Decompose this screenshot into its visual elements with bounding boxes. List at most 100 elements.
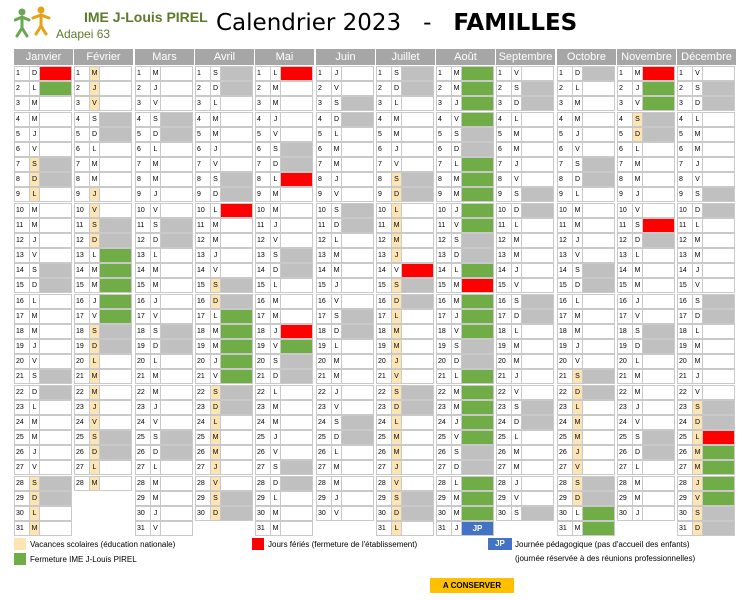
day-number: 1 bbox=[618, 67, 633, 80]
day-cell: 24 L bbox=[195, 415, 253, 430]
day-cell: 17 L bbox=[376, 309, 434, 324]
day-fill bbox=[342, 431, 373, 444]
day-number: 28 bbox=[256, 477, 271, 490]
day-letter: S bbox=[693, 401, 703, 414]
day-cell: 15 S bbox=[195, 278, 253, 293]
day-fill bbox=[221, 249, 252, 262]
day-letter: J bbox=[90, 401, 100, 414]
day-cell: 30 J bbox=[617, 506, 675, 521]
day-fill bbox=[40, 82, 71, 95]
day-letter: M bbox=[693, 446, 703, 459]
day-fill bbox=[100, 158, 131, 171]
day-cell: 29 S bbox=[376, 491, 434, 506]
day-cell: 31 L bbox=[376, 521, 434, 536]
day-number: 10 bbox=[75, 204, 90, 217]
day-cell: 17 M bbox=[14, 309, 72, 324]
day-letter: M bbox=[693, 461, 703, 474]
day-number: 15 bbox=[678, 279, 693, 292]
day-fill bbox=[161, 431, 192, 444]
day-number: 16 bbox=[15, 295, 30, 308]
day-letter: V bbox=[573, 249, 583, 262]
day-number: 16 bbox=[317, 295, 332, 308]
day-number: 11 bbox=[618, 219, 633, 232]
day-letter: J bbox=[633, 295, 643, 308]
day-fill bbox=[342, 386, 373, 399]
day-fill bbox=[221, 401, 252, 414]
day-fill bbox=[583, 325, 614, 338]
day-letter: M bbox=[90, 173, 100, 186]
day-letter: M bbox=[30, 416, 40, 429]
day-letter: S bbox=[573, 370, 583, 383]
day-number: 18 bbox=[256, 325, 271, 338]
day-fill bbox=[402, 477, 433, 490]
day-letter: J bbox=[573, 446, 583, 459]
day-number: 20 bbox=[618, 355, 633, 368]
day-letter: V bbox=[151, 310, 161, 323]
day-letter: S bbox=[452, 446, 462, 459]
day-fill bbox=[342, 188, 373, 201]
day-number: 31 bbox=[15, 522, 30, 535]
day-letter: M bbox=[573, 97, 583, 110]
day-number: 6 bbox=[377, 143, 392, 156]
day-fill bbox=[221, 386, 252, 399]
day-fill bbox=[281, 279, 312, 292]
day-number: 8 bbox=[497, 173, 512, 186]
day-number: 13 bbox=[618, 249, 633, 262]
month-header: Décembre bbox=[677, 49, 737, 65]
day-cell: 30 M bbox=[255, 506, 313, 521]
day-letter: L bbox=[693, 219, 703, 232]
day-cell: 11 S bbox=[74, 218, 132, 233]
day-fill bbox=[643, 82, 674, 95]
day-letter: S bbox=[452, 128, 462, 141]
day-letter: V bbox=[573, 355, 583, 368]
day-number: 31 bbox=[256, 522, 271, 535]
day-fill bbox=[402, 401, 433, 414]
day-number: 18 bbox=[377, 325, 392, 338]
day-fill bbox=[583, 507, 614, 520]
day-fill bbox=[583, 279, 614, 292]
day-cell: 31 M bbox=[557, 521, 615, 536]
day-fill bbox=[522, 143, 553, 156]
day-fill bbox=[100, 249, 131, 262]
month-header: Mai bbox=[255, 49, 315, 65]
day-letter: M bbox=[633, 279, 643, 292]
day-fill bbox=[462, 188, 493, 201]
day-number: 1 bbox=[558, 67, 573, 80]
day-number: 8 bbox=[136, 173, 151, 186]
day-cell: 15 L bbox=[255, 278, 313, 293]
day-letter: L bbox=[512, 431, 522, 444]
day-letter: L bbox=[633, 461, 643, 474]
day-fill bbox=[221, 370, 252, 383]
day-number: 30 bbox=[256, 507, 271, 520]
day-number: 8 bbox=[317, 173, 332, 186]
day-cell: 24 M bbox=[557, 415, 615, 430]
day-letter: M bbox=[271, 97, 281, 110]
day-letter: J bbox=[392, 143, 402, 156]
day-number: 11 bbox=[15, 219, 30, 232]
day-letter: M bbox=[90, 67, 100, 80]
day-fill bbox=[583, 97, 614, 110]
day-cell: 26 S bbox=[436, 445, 494, 460]
day-number: 11 bbox=[196, 219, 211, 232]
day-number: 9 bbox=[377, 188, 392, 201]
day-fill bbox=[161, 279, 192, 292]
day-fill bbox=[522, 67, 553, 80]
day-number: 14 bbox=[377, 264, 392, 277]
day-number: 30 bbox=[678, 507, 693, 520]
day-number: 19 bbox=[256, 340, 271, 353]
day-number: 23 bbox=[618, 401, 633, 414]
day-number: 28 bbox=[136, 477, 151, 490]
day-letter: L bbox=[452, 158, 462, 171]
day-fill bbox=[221, 204, 252, 217]
day-letter: V bbox=[693, 67, 703, 80]
day-number: 21 bbox=[75, 370, 90, 383]
day-fill bbox=[643, 401, 674, 414]
day-letter: J bbox=[332, 492, 342, 505]
